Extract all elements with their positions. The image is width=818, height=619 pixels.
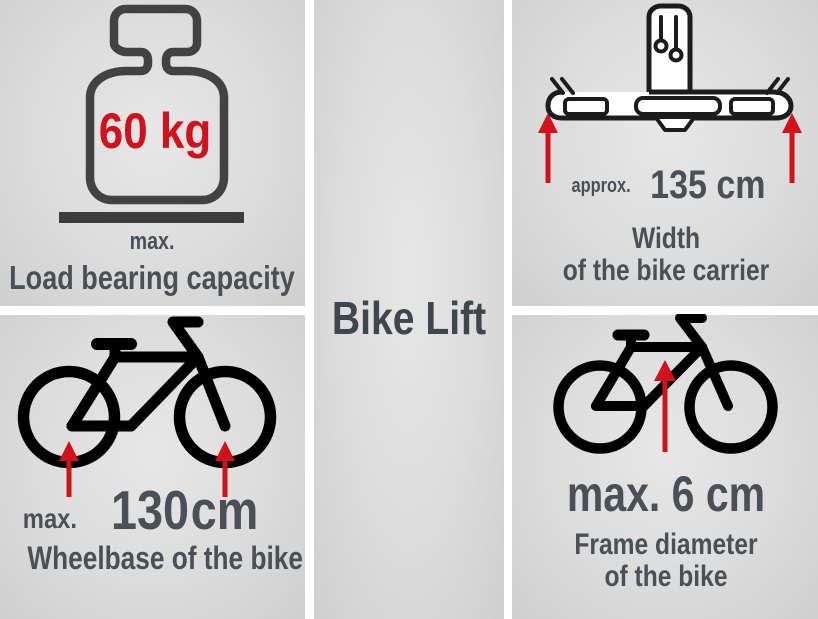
svg-text:60 kg: 60 kg: [99, 102, 211, 158]
